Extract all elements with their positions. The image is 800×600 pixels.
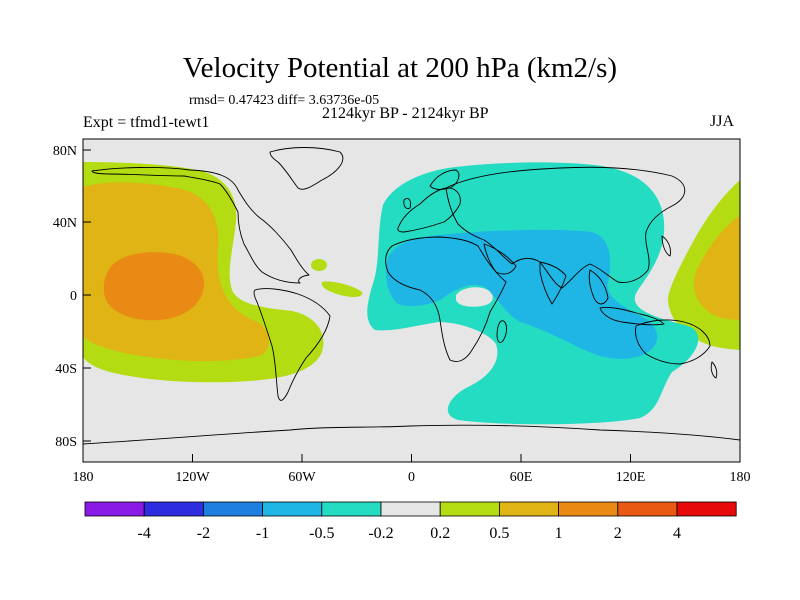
x-tick-label: 120W bbox=[175, 470, 210, 485]
field-west-pacific-orange bbox=[694, 215, 740, 320]
y-tick-label: 40N bbox=[53, 216, 77, 231]
period-label: 2124kyr BP - 2124kyr BP bbox=[322, 105, 489, 122]
colorbar-label: -0.2 bbox=[368, 525, 393, 542]
colorbar-swatch-7 bbox=[498, 501, 559, 517]
colorbar-label: 2 bbox=[614, 525, 622, 542]
coastline-southeast-asia bbox=[588, 269, 609, 305]
colorbar-label: 0.5 bbox=[489, 525, 509, 542]
coastline-australia bbox=[635, 319, 711, 365]
coastline-africa bbox=[385, 236, 507, 362]
colorbar-labels: -4 -2 -1 -0.5 -0.2 0.2 0.5 1 2 4 bbox=[138, 525, 681, 542]
field-indian-ocean-blue bbox=[386, 229, 658, 359]
colorbar-swatch-4 bbox=[321, 501, 382, 517]
experiment-label: Expt = tfmd1-tewt1 bbox=[83, 114, 210, 131]
chart-title: Velocity Potential at 200 hPa (km2/s) bbox=[182, 52, 618, 84]
colorbar-swatch-8 bbox=[558, 501, 619, 517]
coastline-scandinavia bbox=[429, 169, 460, 190]
coastline-madagascar bbox=[496, 320, 507, 343]
coastline-uk bbox=[403, 197, 411, 209]
y-tick-label: 0 bbox=[70, 289, 77, 304]
y-tick-labels: 80N 40N 0 40S 80S bbox=[53, 144, 77, 450]
colorbar-swatch-3 bbox=[262, 501, 323, 517]
y-tick-label: 40S bbox=[55, 362, 77, 377]
colorbar-label: 0.2 bbox=[430, 525, 450, 542]
field-atlantic-blob-north bbox=[311, 259, 327, 271]
colorbar-swatch-0 bbox=[84, 501, 145, 517]
coastline-south-america bbox=[253, 288, 331, 401]
colorbar-label: 4 bbox=[673, 525, 681, 542]
field-pacific-dark-orange bbox=[103, 252, 205, 321]
colorbar-swatch-5 bbox=[380, 501, 441, 517]
coastline-arabia bbox=[483, 243, 517, 275]
x-tick-label: 60W bbox=[288, 470, 316, 485]
colorbar-label: -2 bbox=[197, 525, 210, 542]
x-tick-label: 180 bbox=[730, 470, 751, 485]
coastline-greenland bbox=[269, 147, 344, 190]
x-tick-label: 120E bbox=[616, 470, 646, 485]
coastline-asia bbox=[445, 166, 686, 289]
field-africa-neutral-hole bbox=[456, 287, 493, 307]
x-tick-label: 0 bbox=[408, 470, 415, 485]
colorbar bbox=[84, 501, 737, 517]
coastline-north-america bbox=[91, 167, 310, 284]
stats-line: rmsd= 0.47423 diff= 3.63736e-05 bbox=[189, 93, 380, 108]
season-label: JJA bbox=[710, 113, 735, 130]
colorbar-label: -0.5 bbox=[309, 525, 334, 542]
colorbar-swatch-9 bbox=[617, 501, 678, 517]
coastline-india bbox=[539, 261, 567, 305]
coastline-antarctica bbox=[83, 424, 740, 445]
ticks bbox=[82, 149, 741, 462]
map-field bbox=[83, 139, 740, 462]
colorbar-swatch-10 bbox=[676, 501, 737, 517]
y-tick-label: 80N bbox=[53, 144, 77, 159]
colorbar-swatch-2 bbox=[202, 501, 263, 517]
colorbar-label: 1 bbox=[555, 525, 563, 542]
x-tick-label: 60E bbox=[510, 470, 533, 485]
field-atlantic-blob-south bbox=[321, 281, 363, 297]
coastlines bbox=[83, 147, 740, 445]
coastline-japan bbox=[661, 235, 671, 257]
colorbar-swatch-6 bbox=[439, 501, 500, 517]
colorbar-label: -1 bbox=[256, 525, 269, 542]
x-tick-label: 180 bbox=[73, 470, 94, 485]
x-tick-labels: 180 120W 60W 0 60E 120E 180 bbox=[73, 470, 751, 485]
coastline-europe bbox=[397, 187, 461, 233]
coastline-new-zealand bbox=[710, 361, 718, 379]
y-tick-label: 80S bbox=[55, 435, 77, 450]
colorbar-swatch-1 bbox=[143, 501, 204, 517]
colorbar-label: -4 bbox=[138, 525, 151, 542]
coastline-indonesia bbox=[599, 307, 665, 326]
